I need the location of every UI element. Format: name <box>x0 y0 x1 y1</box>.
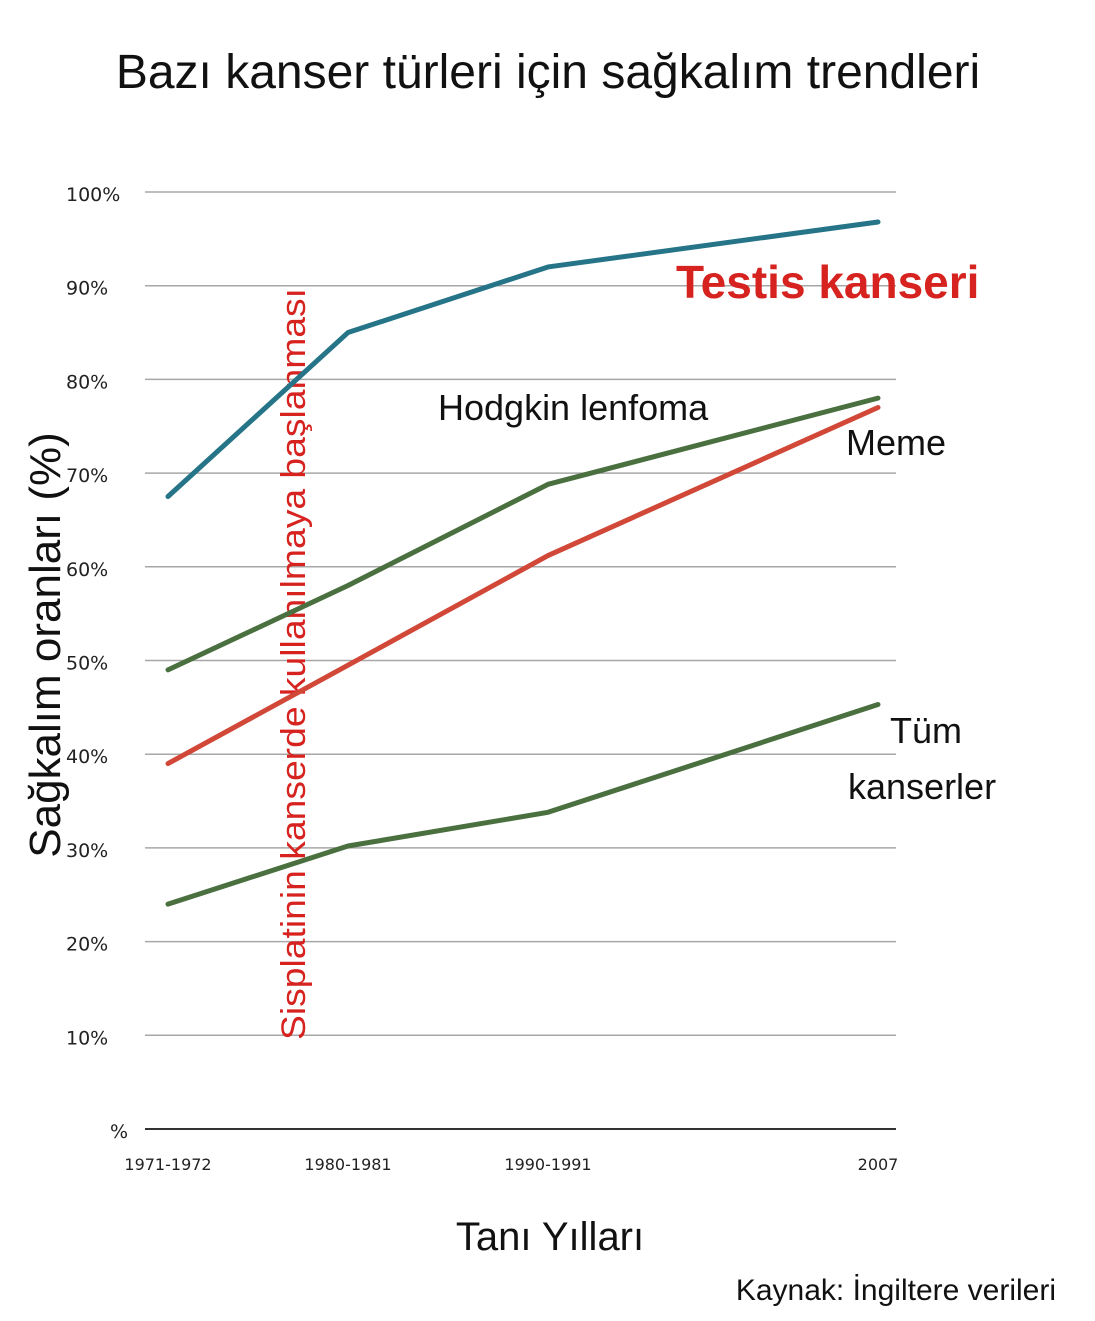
x-axis-label: Tanı Yılları <box>456 1215 644 1259</box>
series-line-tum <box>165 702 881 907</box>
y-tick-label-40: 40% <box>66 746 108 768</box>
series-lines <box>165 219 881 907</box>
y-tick-label-70: 70% <box>66 465 108 487</box>
cisplatin-annotation: Sisplatinin kanserde kullanılmaya başlan… <box>275 288 313 1040</box>
x-tick-label-2007: 2007 <box>858 1155 899 1174</box>
gridlines <box>145 191 896 1130</box>
y-tick-label-20: 20% <box>66 934 108 956</box>
series-label-hodgkin: Hodgkin lenfoma <box>438 387 709 428</box>
y-tick-label-10: 10% <box>66 1027 108 1049</box>
y-tick-label-50: 50% <box>66 653 108 675</box>
y-tick-label-100: 100% <box>66 184 120 206</box>
y-tick-label-90: 90% <box>66 278 108 300</box>
chart-title: Bazı kanser türleri için sağkalım trendl… <box>116 46 980 99</box>
series-label-tum-line-1: Tüm <box>890 710 962 751</box>
series-label-meme: Meme <box>846 422 946 463</box>
y-tick-label-80: 80% <box>66 371 108 393</box>
y-tick-label-60: 60% <box>66 559 108 581</box>
y-tick-label-30: 30% <box>66 840 108 862</box>
y-axis-label: Sağkalım oranları (%) <box>21 432 70 857</box>
x-tick-label-1990-1991: 1990-1991 <box>504 1155 591 1174</box>
series-labels: Testis kanseri Hodgkin lenfoma Meme Tüm kans… <box>438 256 996 807</box>
series-line-meme <box>165 405 881 767</box>
series-line-hodgkin <box>165 395 881 673</box>
series-label-testis: Testis kanseri <box>676 256 979 308</box>
series-label-tum-line-2: kanserler <box>848 766 996 807</box>
y-axis-ticks: % 10% 20% 30% 40% 50% 60% 70% 80% 90% 100% <box>66 184 128 1143</box>
x-axis-ticks: 1971-1972 1980-1981 1990-1991 2007 <box>124 1155 898 1174</box>
x-tick-label-1971-1972: 1971-1972 <box>124 1155 211 1174</box>
source-note: Kaynak: İngiltere verileri <box>736 1274 1056 1307</box>
y-tick-label-0: % <box>110 1121 128 1143</box>
x-tick-label-1980-1981: 1980-1981 <box>304 1155 391 1174</box>
series-line-testis <box>165 219 881 500</box>
